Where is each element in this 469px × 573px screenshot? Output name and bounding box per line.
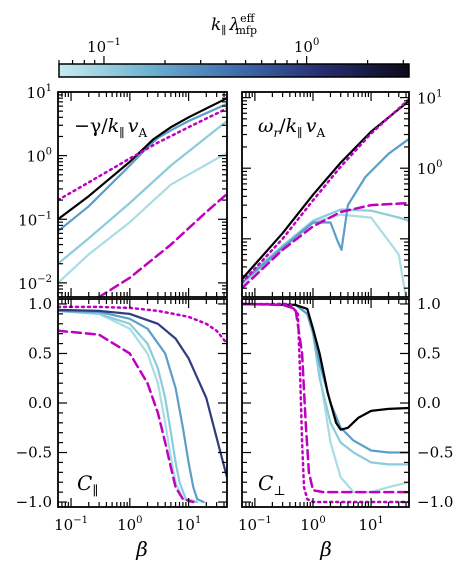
series-line-bl-0 xyxy=(58,309,195,504)
series-line-tl-3 xyxy=(58,97,227,221)
series-line-tr-2 xyxy=(242,137,409,284)
series-group-bottom-right xyxy=(242,302,409,504)
x-tick-label: 101 xyxy=(358,515,383,534)
y-tick-label: 0.5 xyxy=(417,344,441,362)
series-line-bl-5 xyxy=(58,329,195,504)
panel-title-bottom-right: C⊥ xyxy=(258,471,286,499)
ticks-bottom-right: 10−1 100 101 1.0 0.5 0.0 −0.5 −1.0 xyxy=(238,295,453,534)
series-line-tl-1 xyxy=(58,119,227,265)
series-line-bl-2 xyxy=(58,309,205,504)
panel-bottom-left: 10−1 100 101 1.0 0.5 0.0 −0.5 −1.0 C∥ xyxy=(16,295,228,534)
y-tick-label: 0.0 xyxy=(28,394,52,412)
x-tick-label: 100 xyxy=(300,515,325,534)
y-tick-label: −1.0 xyxy=(16,493,52,511)
colorbar-ticks: 10−1 100 xyxy=(58,37,404,64)
y-tick-label: 101 xyxy=(417,89,442,108)
x-tick-label: 100 xyxy=(117,515,142,534)
y-tick-label: −1.0 xyxy=(417,493,453,511)
ticks-top-left: 101 100 10−1 10−2 xyxy=(18,83,227,298)
panel-bottom-right: 10−1 100 101 1.0 0.5 0.0 −0.5 −1.0 C⊥ xyxy=(238,295,453,534)
series-line-bl-3 xyxy=(58,308,227,479)
y-tick-label: 101 xyxy=(27,83,52,102)
panel-top-left: 101 100 10−1 10−2 −γ/k∥ vA xyxy=(18,83,228,298)
x-axis-label-right: β xyxy=(319,537,332,561)
series-group-top-right xyxy=(242,97,409,297)
y-tick-label: 100 xyxy=(27,147,52,166)
ticks-top-right: 101 100 xyxy=(241,89,442,297)
colorbar-tick-label: 100 xyxy=(294,37,319,56)
series-line-tr-0 xyxy=(242,208,409,283)
x-tick-label: 10−1 xyxy=(238,515,272,534)
series-line-tl-5 xyxy=(94,192,227,297)
y-tick-label: 0.5 xyxy=(28,344,52,362)
series-line-tr-5 xyxy=(242,201,409,290)
series-group-top-left xyxy=(58,97,227,297)
series-line-bl-1 xyxy=(58,309,199,504)
y-tick-label: 100 xyxy=(417,159,442,178)
colorbar-tick-label: 10−1 xyxy=(87,37,121,56)
y-tick-label: 10−1 xyxy=(18,210,52,229)
y-tick-label: −0.5 xyxy=(16,444,52,462)
series-line-br-5 xyxy=(242,302,409,494)
colorbar: k∥ λeff mfp 10−1 100 xyxy=(58,12,410,78)
x-axis-label-left: β xyxy=(135,537,148,561)
series-line-tl-4 xyxy=(58,107,227,202)
panel-title-top-left: −γ/k∥ vA xyxy=(74,115,147,140)
series-line-br-3 xyxy=(242,302,409,431)
series-line-tl-2 xyxy=(58,102,227,233)
y-tick-label: 0.0 xyxy=(417,394,441,412)
panel-frame xyxy=(57,91,228,298)
x-tick-label: 101 xyxy=(176,515,201,534)
colorbar-label: k∥ λeff mfp xyxy=(211,12,257,37)
y-tick-label: 1.0 xyxy=(417,295,441,313)
ticks-bottom-left: 10−1 100 101 1.0 0.5 0.0 −0.5 −1.0 xyxy=(16,295,227,534)
series-line-tr-4 xyxy=(242,97,409,284)
y-tick-label: 1.0 xyxy=(28,295,52,313)
series-group-bottom-left xyxy=(58,305,227,504)
y-tick-label: −0.5 xyxy=(417,444,453,462)
panel-frame xyxy=(241,91,410,298)
series-line-bl-4 xyxy=(58,305,227,345)
panel-title-top-right: ωr/k∥ vA xyxy=(258,115,325,140)
panel-top-right: 101 100 ωr/k∥ vA xyxy=(241,89,442,298)
panel-title-bottom-left: C∥ xyxy=(77,471,98,499)
y-tick-label: 10−2 xyxy=(18,274,52,293)
series-line-tl-0 xyxy=(58,151,227,284)
x-tick-label: 10−1 xyxy=(54,515,88,534)
colorbar-gradient xyxy=(58,63,410,78)
